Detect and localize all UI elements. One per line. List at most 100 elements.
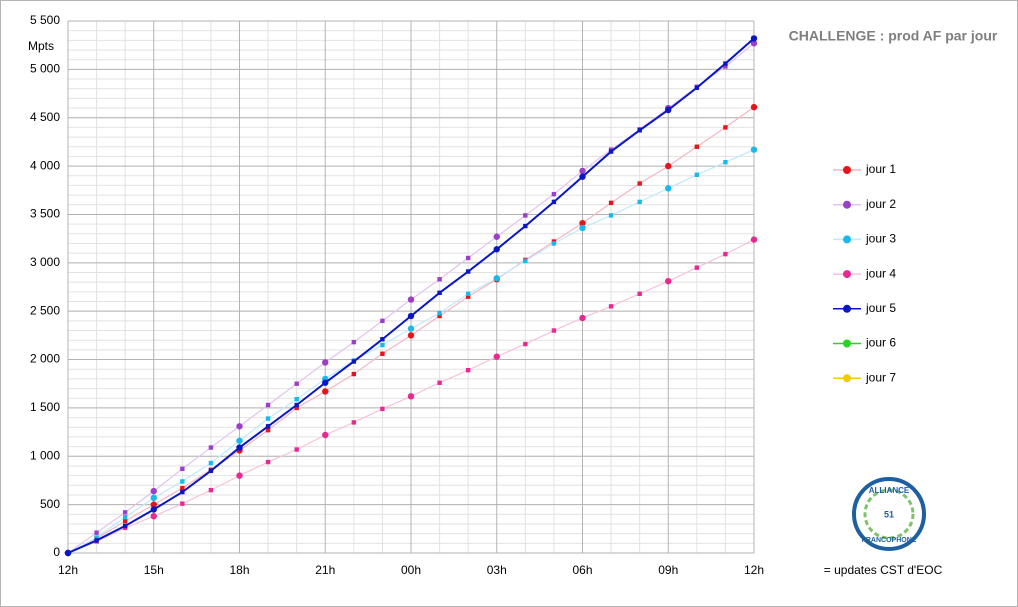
marker xyxy=(608,304,614,309)
marker xyxy=(608,149,614,154)
y-tick-label: 2 500 xyxy=(30,303,60,317)
marker xyxy=(750,40,758,47)
logo-text: FRANCOPHONE xyxy=(862,537,917,544)
marker xyxy=(579,173,586,180)
y-tick-label: 0 xyxy=(53,545,60,559)
legend-marker xyxy=(843,200,851,209)
marker xyxy=(180,466,185,472)
marker xyxy=(437,313,442,319)
marker xyxy=(465,294,471,299)
marker xyxy=(150,501,157,508)
logo-text: ALLIANCE xyxy=(869,486,910,495)
marker xyxy=(294,405,299,411)
legend-marker xyxy=(843,235,851,244)
marker xyxy=(122,518,128,524)
x-tick-label: 12h xyxy=(744,563,764,577)
marker xyxy=(150,487,157,495)
y-tick-label: 2 000 xyxy=(30,352,60,366)
marker xyxy=(437,277,442,282)
legend-marker xyxy=(843,339,851,348)
marker xyxy=(750,236,758,243)
marker xyxy=(150,506,157,513)
marker xyxy=(208,468,214,473)
marker xyxy=(523,258,528,264)
y-tick-label: 1 500 xyxy=(30,400,60,414)
marker xyxy=(351,339,357,345)
marker xyxy=(407,393,415,400)
y-tick-label: 4 500 xyxy=(30,110,60,124)
marker xyxy=(579,314,586,322)
x-tick-label: 18h xyxy=(229,563,249,577)
x-tick-label: 00h xyxy=(401,563,421,577)
marker xyxy=(94,535,99,540)
marker xyxy=(637,128,642,133)
marker xyxy=(351,359,357,364)
marker xyxy=(551,328,557,333)
marker xyxy=(523,213,528,218)
marker xyxy=(265,459,271,465)
marker xyxy=(750,103,758,111)
marker xyxy=(380,337,385,342)
marker xyxy=(236,444,243,451)
marker xyxy=(637,291,642,296)
marker xyxy=(665,185,672,192)
marker xyxy=(236,437,243,444)
marker xyxy=(180,489,185,495)
marker xyxy=(523,341,528,347)
note: = updates CST d'EOC xyxy=(824,563,943,577)
marker xyxy=(750,35,758,42)
marker xyxy=(208,460,214,466)
marker xyxy=(665,277,672,285)
marker xyxy=(579,224,586,232)
legend-label: jour 3 xyxy=(865,232,896,246)
marker xyxy=(465,291,471,296)
marker xyxy=(322,379,329,386)
marker xyxy=(380,318,385,324)
marker xyxy=(265,427,271,433)
legend-marker xyxy=(843,304,851,313)
marker xyxy=(265,416,271,421)
marker xyxy=(150,494,157,502)
legend-marker xyxy=(843,166,851,174)
marker xyxy=(208,445,214,450)
marker xyxy=(608,213,614,218)
marker xyxy=(437,380,442,385)
x-tick-label: 12h xyxy=(58,563,78,577)
marker xyxy=(579,167,586,175)
marker xyxy=(493,353,500,360)
marker xyxy=(694,144,700,149)
y-tick-label: 5 000 xyxy=(30,62,60,76)
marker xyxy=(437,310,442,316)
marker xyxy=(122,523,128,529)
y-tick-label: 4 000 xyxy=(30,158,60,172)
marker xyxy=(351,420,357,425)
legend-label: jour 5 xyxy=(865,301,896,315)
marker xyxy=(294,381,299,386)
marker xyxy=(180,485,185,491)
y-tick-label: 500 xyxy=(40,497,60,511)
marker xyxy=(551,199,557,205)
logo-inner xyxy=(863,488,915,540)
marker xyxy=(551,191,557,197)
marker xyxy=(465,367,471,373)
x-tick-label: 03h xyxy=(487,563,507,577)
marker xyxy=(180,501,185,506)
marker xyxy=(208,487,214,493)
legend-label: jour 2 xyxy=(865,197,896,211)
marker xyxy=(180,479,185,484)
y-tick-label: 3 000 xyxy=(30,255,60,269)
marker xyxy=(294,397,299,402)
marker xyxy=(380,342,385,348)
legend-label: jour 6 xyxy=(865,336,896,350)
marker xyxy=(694,172,700,177)
marker xyxy=(523,223,528,229)
marker xyxy=(493,233,500,240)
marker xyxy=(407,332,415,339)
marker xyxy=(493,246,500,253)
x-tick-label: 21h xyxy=(315,563,335,577)
marker xyxy=(407,312,415,320)
marker xyxy=(465,269,471,274)
legend-marker xyxy=(843,270,851,279)
